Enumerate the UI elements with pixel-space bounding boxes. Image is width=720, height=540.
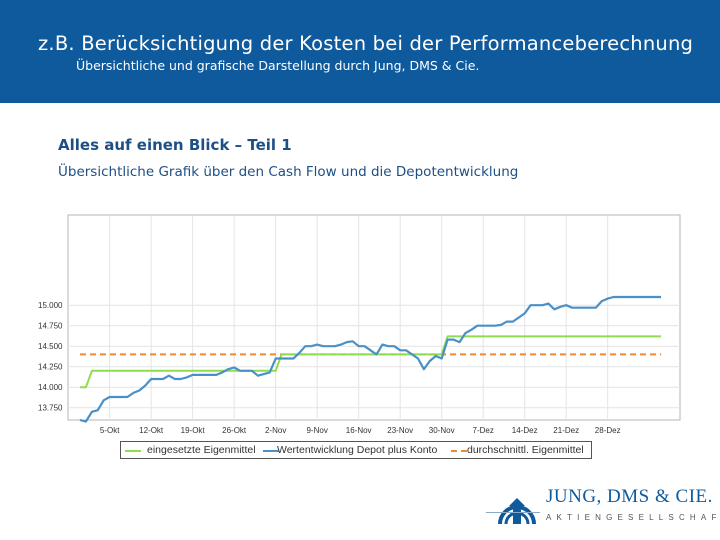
- page-subtitle: Übersichtliche und grafische Darstellung…: [76, 58, 480, 73]
- y-tick-label: 14.250: [38, 363, 63, 372]
- x-tick-label: 23-Nov: [387, 426, 413, 435]
- plot-area: [67, 214, 681, 421]
- x-tick-label: 30-Nov: [429, 426, 455, 435]
- legend-swatch-orange: [451, 450, 467, 452]
- x-tick-label: 5-Okt: [100, 426, 120, 435]
- x-tick-label: 9-Nov: [306, 426, 327, 435]
- header-banner: z.B. Berücksichtigung der Kosten bei der…: [0, 0, 720, 103]
- section-title: Alles auf einen Blick – Teil 1: [58, 136, 292, 154]
- x-tick-label: 7-Dez: [473, 426, 494, 435]
- x-tick-label: 2-Nov: [265, 426, 286, 435]
- legend-label-eigenmittel: eingesetzte Eigenmittel: [147, 444, 256, 456]
- y-tick-label: 13.750: [38, 404, 63, 413]
- x-tick-label: 12-Okt: [139, 426, 164, 435]
- legend-swatch-green: [125, 450, 141, 452]
- legend-label-durchschnitt: durchschnittl. Eigenmittel: [467, 444, 584, 456]
- x-tick-label: 21-Dez: [553, 426, 579, 435]
- x-tick-label: 14-Dez: [512, 426, 538, 435]
- y-tick-label: 15.000: [38, 301, 63, 310]
- jung-dms-logo-icon: [498, 498, 536, 525]
- company-tagline: AKTIENGESELLSCHAFT: [546, 513, 720, 522]
- chart-legend: eingesetzte Eigenmittel Wertentwicklung …: [120, 441, 592, 459]
- company-name: JUNG, DMS & CIE.: [546, 486, 713, 507]
- y-tick-label: 14.000: [38, 383, 63, 392]
- legend-swatch-blue: [263, 450, 279, 452]
- y-tick-label: 14.750: [38, 322, 63, 331]
- series-line-depot: [79, 295, 662, 423]
- logo-divider: [486, 512, 540, 513]
- x-tick-label: 19-Okt: [181, 426, 206, 435]
- x-tick-label: 26-Okt: [222, 426, 247, 435]
- y-tick-label: 14.500: [38, 342, 63, 351]
- page-title: z.B. Berücksichtigung der Kosten bei der…: [38, 32, 694, 55]
- legend-label-depot: Wertentwicklung Depot plus Konto: [277, 444, 438, 456]
- section-subtitle: Übersichtliche Grafik über den Cash Flow…: [58, 164, 519, 180]
- x-tick-label: 28-Dez: [595, 426, 621, 435]
- x-tick-label: 16-Nov: [346, 426, 372, 435]
